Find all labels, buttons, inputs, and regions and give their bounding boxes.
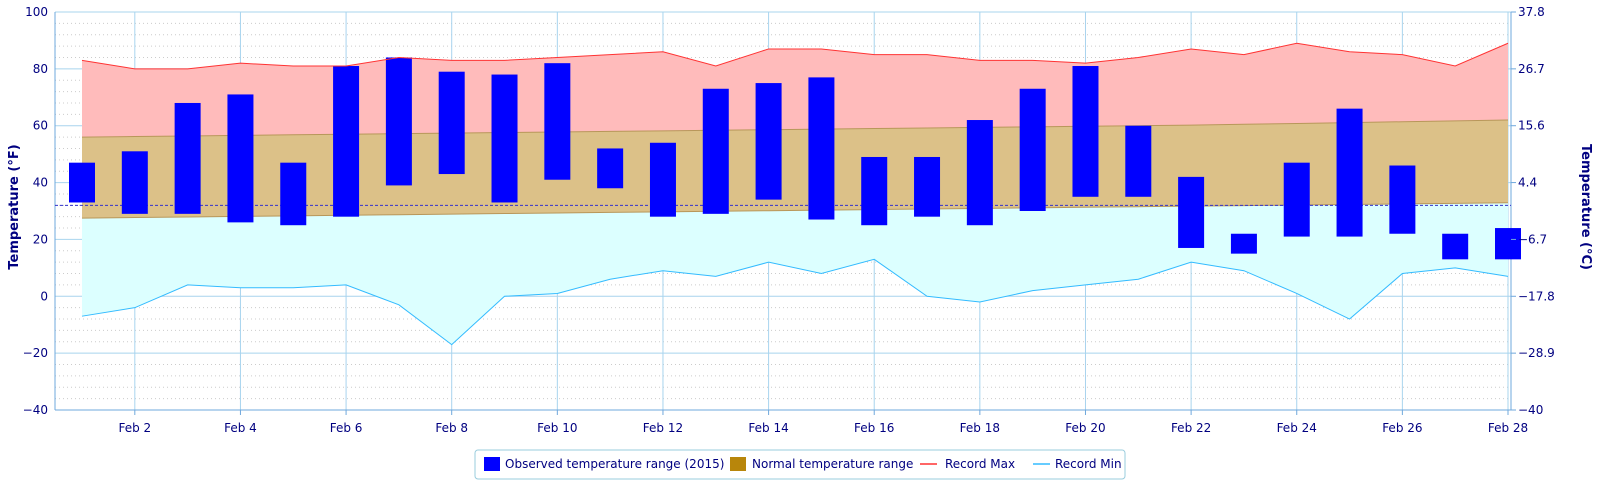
observed-bar[interactable] bbox=[491, 74, 518, 203]
observed-bar[interactable] bbox=[1072, 66, 1099, 197]
observed-bar[interactable] bbox=[1495, 228, 1521, 260]
y-tick-label-left: −40 bbox=[23, 403, 48, 417]
legend-label-observed: Observed temperature range (2015) bbox=[505, 457, 724, 471]
observed-bar[interactable] bbox=[597, 148, 624, 189]
observed-bar[interactable] bbox=[1389, 165, 1416, 234]
x-tick-label: Feb 8 bbox=[435, 421, 468, 435]
legend-label-record-min: Record Min bbox=[1055, 457, 1122, 471]
y-tick-label-left: −20 bbox=[23, 346, 48, 360]
x-tick-label: Feb 22 bbox=[1171, 421, 1211, 435]
x-tick-label: Feb 10 bbox=[537, 421, 577, 435]
observed-bar[interactable] bbox=[385, 57, 412, 186]
y-tick-label-right: −28.9 bbox=[1518, 346, 1555, 360]
record-max-band bbox=[82, 43, 1508, 138]
observed-bar[interactable] bbox=[544, 63, 571, 180]
tick-labels: 100 80 60 40 20 0 −20 −40 37.8 26.7 15.6 4.4 −6.7 −17… bbox=[23, 5, 1555, 435]
observed-bar[interactable] bbox=[121, 151, 148, 214]
observed-bar[interactable] bbox=[966, 120, 993, 226]
observed-bar[interactable] bbox=[227, 94, 254, 223]
y-axis-title-right: Temperature (°C) bbox=[1578, 144, 1593, 270]
legend-swatch-observed bbox=[484, 457, 500, 471]
y-tick-label-left: 0 bbox=[40, 289, 48, 303]
x-tick-label: Feb 14 bbox=[748, 421, 788, 435]
record-lines bbox=[81, 42, 1509, 346]
y-tick-label-left: 60 bbox=[33, 119, 48, 133]
normal-high-line bbox=[81, 119, 1509, 138]
record-min-band bbox=[82, 202, 1508, 345]
observed-bar[interactable] bbox=[755, 83, 782, 200]
legend: Observed temperature range (2015) Normal … bbox=[474, 449, 1126, 480]
x-tick-label: Feb 4 bbox=[224, 421, 257, 435]
observed-bar[interactable] bbox=[1178, 176, 1205, 248]
observed-bar[interactable] bbox=[649, 142, 676, 217]
record-max-line bbox=[81, 42, 1509, 70]
observed-bar[interactable] bbox=[1230, 233, 1257, 254]
x-tick-label: Feb 12 bbox=[643, 421, 683, 435]
observed-bar[interactable] bbox=[174, 102, 201, 214]
y-tick-label-right: 26.7 bbox=[1518, 62, 1545, 76]
y-tick-label-right: 37.8 bbox=[1518, 5, 1545, 19]
range-areas bbox=[55, 43, 1511, 345]
observed-bar[interactable] bbox=[808, 77, 835, 220]
y-tick-label-right: −6.7 bbox=[1518, 232, 1547, 246]
y-tick-label-left: 20 bbox=[33, 232, 48, 246]
observed-bar[interactable] bbox=[1442, 233, 1469, 260]
y-tick-label-right: −17.8 bbox=[1518, 289, 1555, 303]
record-min-line bbox=[81, 258, 1509, 346]
observed-bar[interactable] bbox=[1283, 162, 1310, 237]
x-tick-label: Feb 6 bbox=[330, 421, 363, 435]
x-tick-label: Feb 20 bbox=[1065, 421, 1105, 435]
y-tick-label-right: −40 bbox=[1518, 403, 1543, 417]
legend-box bbox=[474, 449, 1126, 480]
y-axis-title-left: Temperature (°F) bbox=[7, 144, 22, 269]
legend-swatch-normal bbox=[730, 457, 746, 471]
y-tick-label-left: 40 bbox=[33, 176, 48, 190]
legend-label-record-max: Record Max bbox=[945, 457, 1015, 471]
y-tick-label-right: 4.4 bbox=[1518, 176, 1537, 190]
observed-bar[interactable] bbox=[69, 162, 95, 203]
x-tick-label: Feb 16 bbox=[854, 421, 894, 435]
observed-bar[interactable] bbox=[914, 156, 941, 217]
x-tick-label: Feb 28 bbox=[1488, 421, 1528, 435]
observed-bar[interactable] bbox=[280, 162, 307, 226]
x-tick-label: Feb 26 bbox=[1382, 421, 1422, 435]
y-tick-label-left: 100 bbox=[25, 5, 48, 19]
observed-bar[interactable] bbox=[1125, 125, 1152, 197]
legend-label-normal: Normal temperature range bbox=[752, 457, 913, 471]
observed-bar[interactable] bbox=[1336, 108, 1363, 237]
normal-range-band bbox=[82, 120, 1508, 219]
y-tick-label-left: 80 bbox=[33, 62, 48, 76]
x-tick-label: Feb 2 bbox=[118, 421, 151, 435]
observed-bar[interactable] bbox=[702, 88, 729, 214]
observed-bar[interactable] bbox=[438, 71, 465, 175]
x-tick-label: Feb 18 bbox=[960, 421, 1000, 435]
observed-bar[interactable] bbox=[1019, 88, 1046, 211]
observed-bar[interactable] bbox=[861, 156, 888, 226]
observed-bar[interactable] bbox=[333, 66, 360, 217]
y-tick-label-right: 15.6 bbox=[1518, 119, 1545, 133]
observed-bars[interactable] bbox=[69, 57, 1521, 260]
x-tick-label: Feb 24 bbox=[1277, 421, 1317, 435]
